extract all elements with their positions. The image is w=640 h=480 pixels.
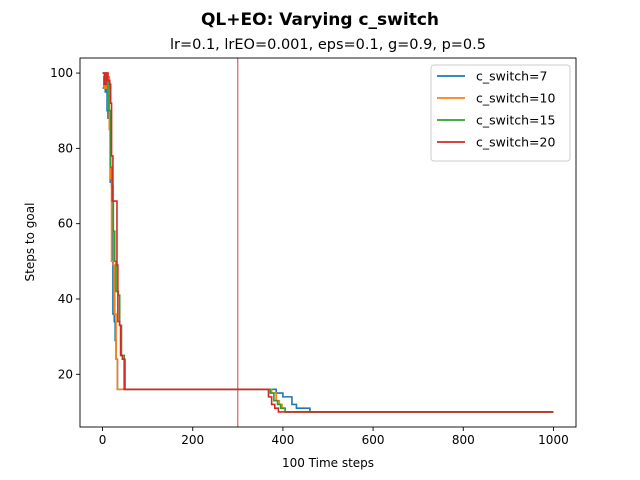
y-tick-label: 40 [58, 292, 73, 306]
y-tick-label: 100 [50, 66, 73, 80]
legend-label-3: c_switch=15 [476, 113, 555, 128]
y-tick-label: 80 [58, 141, 73, 155]
legend: c_switch=7 c_switch=10 c_switch=15 c_switch… [430, 64, 571, 162]
y-axis-label: Steps to goal [23, 203, 37, 282]
series-line-4 [102, 72, 554, 413]
legend-label-1: c_switch=7 [476, 69, 547, 84]
legend-label-4: c_switch=20 [476, 135, 555, 150]
y-tick-label: 60 [58, 217, 73, 231]
y-tick-label: 20 [58, 367, 73, 381]
axes: 0 200 400 600 800 1000 20 40 60 80 100 [50, 57, 577, 447]
chart-subtitle: lr=0.1, lrEO=0.001, eps=0.1, g=0.9, p=0.… [170, 37, 486, 53]
plot-area [102, 58, 554, 427]
x-tick-label: 600 [362, 433, 385, 447]
legend-box [430, 64, 571, 162]
x-tick-label: 1000 [538, 433, 569, 447]
chart-title: QL+EO: Varying c_switch [201, 10, 439, 30]
series-line-3 [102, 72, 554, 413]
plot-frame [79, 57, 577, 428]
x-tick-label: 200 [181, 433, 204, 447]
legend-label-2: c_switch=10 [476, 91, 555, 106]
x-tick-label: 400 [271, 433, 294, 447]
x-tick-label: 800 [452, 433, 475, 447]
x-axis-label: 100 Time steps [282, 456, 374, 470]
x-tick-label: 0 [99, 433, 107, 447]
